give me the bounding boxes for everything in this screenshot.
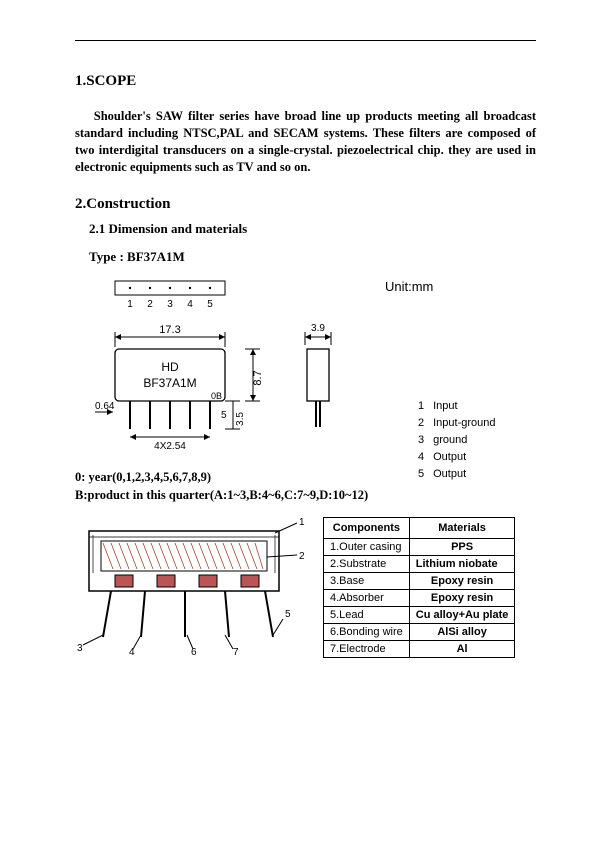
dimension-diagram: Unit:mm 1 2 3 4 5 17.3 HD BF37A1M [75,277,536,467]
svg-text:5: 5 [207,299,213,310]
svg-text:4: 4 [129,647,135,657]
svg-text:0B: 0B [211,391,222,401]
materials-header-components: Components [324,518,410,539]
svg-text:0.64: 0.64 [95,401,115,412]
cutaway-drawing: 1 2 3 4 5 6 7 [75,517,305,657]
package-drawing: 1 2 3 4 5 17.3 HD BF37A1M 0B [95,277,395,467]
note-quarter: B:product in this quarter(A:1~3,B:4~6,C:… [75,487,536,503]
svg-text:7: 7 [233,647,239,657]
svg-text:3: 3 [77,643,83,654]
svg-text:BF37A1M: BF37A1M [143,376,196,390]
svg-text:5: 5 [285,609,291,620]
svg-text:1: 1 [127,299,133,310]
svg-text:4X2.54: 4X2.54 [154,441,186,452]
materials-table: Components Materials 1.Outer casingPPS 2… [323,517,515,658]
svg-text:3.5: 3.5 [235,411,246,425]
construction-heading: 2.Construction [75,196,536,213]
type-line: Type : BF37A1M [89,249,536,265]
top-rule [75,40,536,41]
svg-text:8.7: 8.7 [252,370,264,385]
svg-text:1: 1 [299,517,305,528]
svg-text:6: 6 [191,647,197,657]
svg-text:3.9: 3.9 [311,323,325,334]
construction-sub: 2.1 Dimension and materials [89,221,536,237]
scope-text: Shoulder's SAW filter series have broad … [75,108,536,176]
materials-header-materials: Materials [409,518,515,539]
scope-heading: 1.SCOPE [75,73,536,90]
pin-legend: 1Input 2Input-ground 3ground 4Output 5Ou… [415,397,499,485]
svg-text:2: 2 [299,551,305,562]
svg-text:4: 4 [187,299,193,310]
svg-text:17.3: 17.3 [159,324,180,336]
svg-text:2: 2 [147,299,153,310]
page: 1.SCOPE Shoulder's SAW filter series hav… [0,0,596,698]
lower-area: 1 2 3 4 5 6 7 Components Materials 1.Out… [75,517,536,658]
svg-text:HD: HD [161,360,179,374]
svg-text:5: 5 [221,410,227,421]
svg-text:3: 3 [167,299,173,310]
